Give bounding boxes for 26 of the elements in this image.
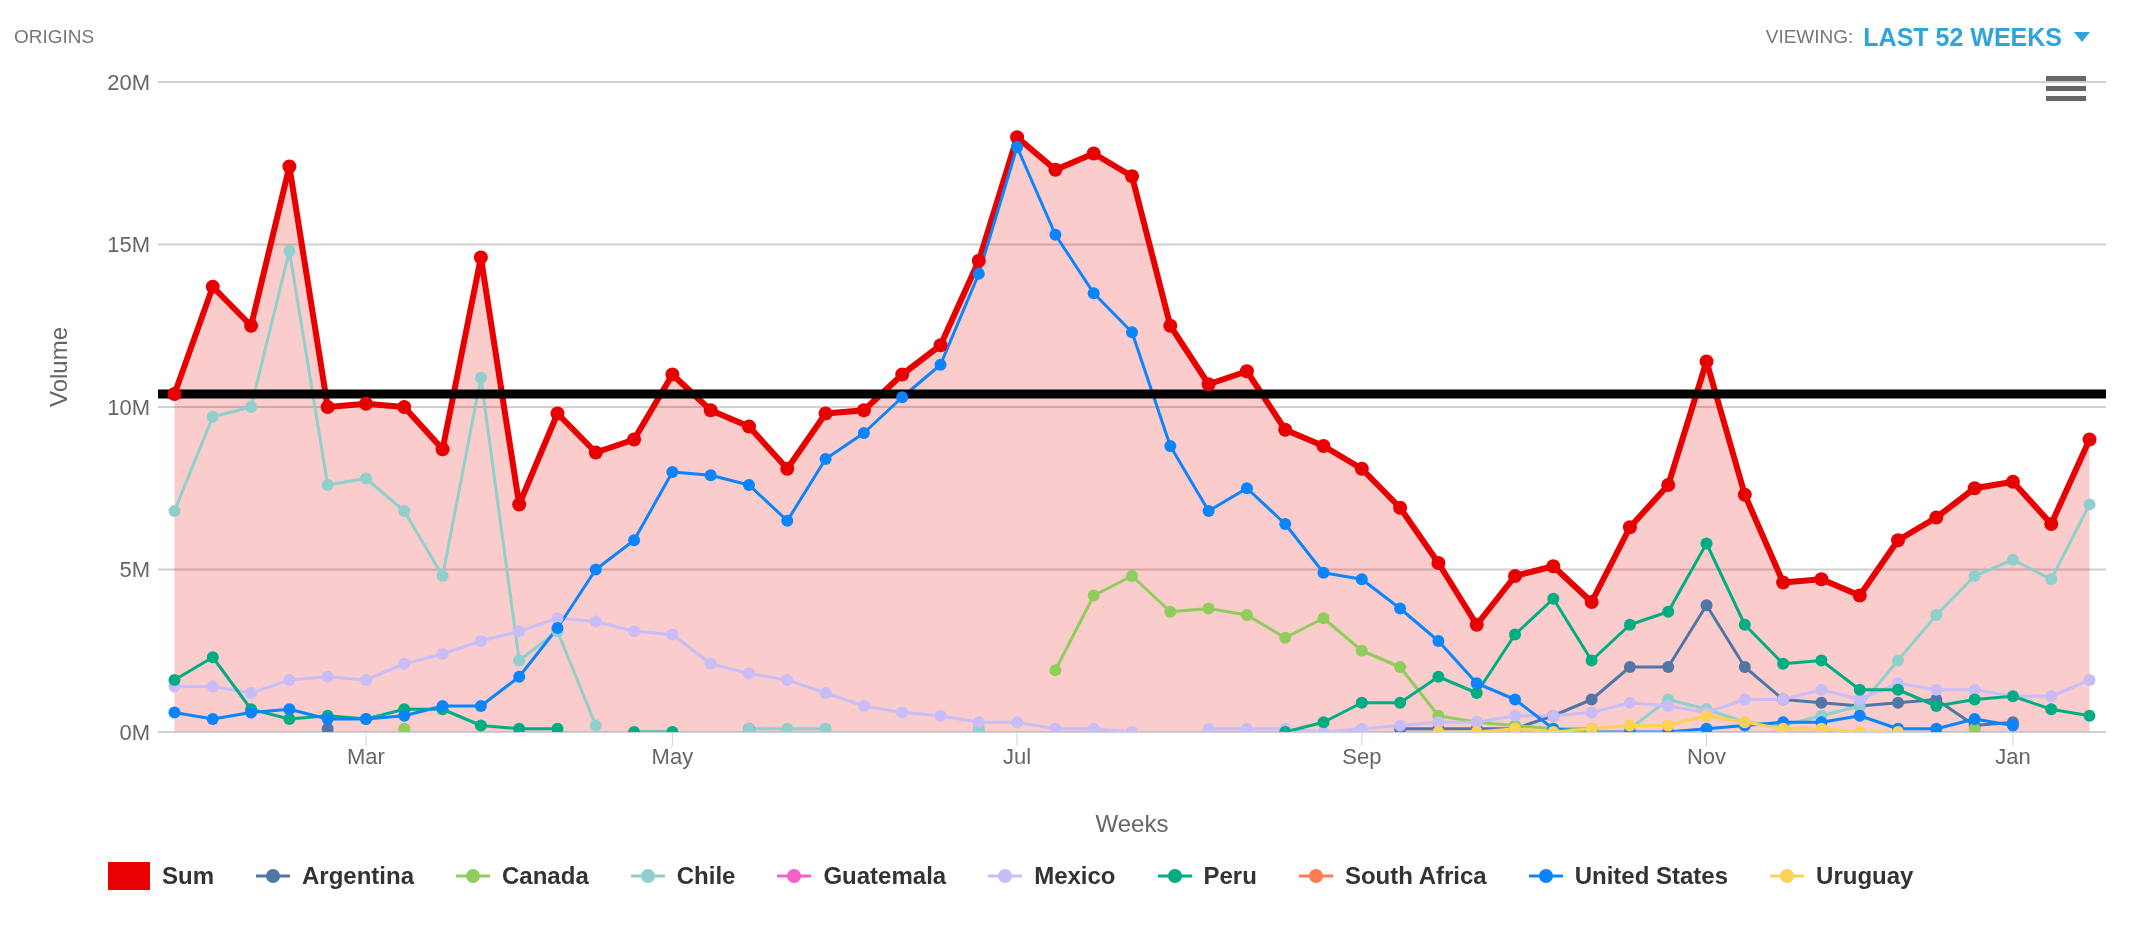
y-tick-label: 10M <box>107 394 150 420</box>
text: LAST 52 WEEKS <box>1863 22 2062 52</box>
text: VIEWING: <box>1765 26 1854 48</box>
y-tick-label: 0M <box>119 719 150 745</box>
legend-label: Mexico <box>1034 862 1116 890</box>
x-axis-title: Weeks <box>1095 810 1169 837</box>
y-tick-label: 5M <box>119 557 150 583</box>
legend-label: Canada <box>502 862 589 890</box>
x-tick-label: May <box>651 743 694 769</box>
legend-label: Argentina <box>302 862 415 890</box>
legend-label: Uruguay <box>1816 862 1914 890</box>
legend-label: United States <box>1574 862 1729 890</box>
x-tick-label: Nov <box>1686 743 1727 769</box>
x-tick-label: Jul <box>1003 743 1032 769</box>
x-tick-label: Mar <box>347 743 385 769</box>
x-tick-label: Sep <box>1342 743 1382 769</box>
legend-label: Guatemala <box>823 862 947 890</box>
x-tick-label: Jan <box>1995 743 2031 769</box>
legend-label: South Africa <box>1344 862 1487 890</box>
text: ORIGINS <box>14 26 95 48</box>
y-tick-label: 20M <box>107 69 150 95</box>
legend-label: Chile <box>676 862 736 890</box>
legend-label: Peru <box>1203 862 1257 890</box>
legend-label: Sum <box>162 862 215 890</box>
y-tick-label: 15M <box>107 232 150 258</box>
y-axis-title: Volume <box>44 326 72 407</box>
